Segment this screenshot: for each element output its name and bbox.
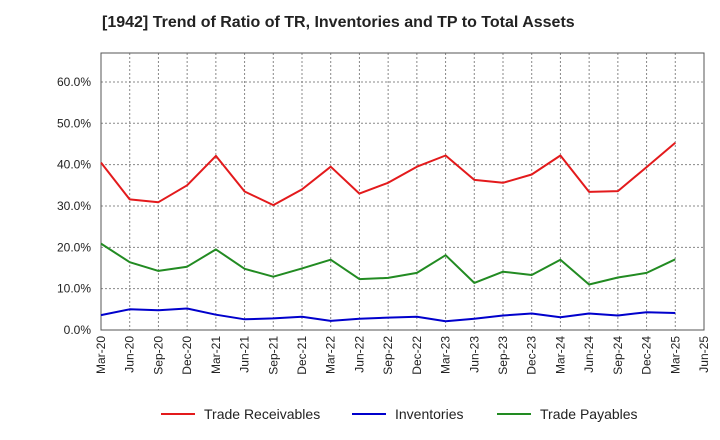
x-tick-label: Mar-24 [553,336,567,374]
legend-item-inventories: Inventories [352,406,463,422]
x-tick-label: Jun-20 [123,336,137,373]
x-tick-label: Sep-23 [496,336,510,375]
series-line-trade-receivables [100,141,676,207]
x-tick-label: Mar-22 [324,336,338,374]
x-tick-label: Mar-23 [439,336,453,374]
legend-label: Inventories [395,406,463,422]
legend-item-trade-payables: Trade Payables [497,406,638,422]
x-tick-label: Mar-20 [94,336,108,374]
y-axis: 0.0% 10.0% 20.0% 30.0% 40.0% 50.0% 60.0% [57,75,91,337]
x-tick-label: Dec-21 [295,336,309,375]
x-tick-label: Mar-25 [668,336,682,374]
x-tick-label: Dec-22 [410,336,424,375]
y-tick-label: 30.0% [57,199,91,213]
y-tick-label: 60.0% [57,75,91,89]
x-tick-label: Dec-20 [180,336,194,375]
x-tick-label: Sep-22 [381,336,395,375]
x-tick-label: Jun-21 [238,336,252,373]
legend-label: Trade Receivables [204,406,320,422]
x-tick-label: Dec-23 [525,336,539,375]
grid-lines [101,53,704,330]
legend-label: Trade Payables [540,406,638,422]
x-tick-label: Mar-21 [209,336,223,374]
series-line-inventories [100,307,676,323]
y-tick-label: 10.0% [57,282,91,296]
x-tick-label: Jun-24 [582,336,596,373]
x-tick-label: Sep-24 [611,336,625,375]
x-tick-label: Jun-22 [352,336,366,373]
legend: Trade Receivables Inventories Trade Payabl… [161,406,638,422]
x-tick-label: Sep-21 [266,336,280,375]
y-tick-label: 40.0% [57,158,91,172]
y-tick-label: 50.0% [57,116,91,130]
y-tick-label: 0.0% [64,323,92,337]
x-tick-label: Jun-23 [467,336,481,373]
x-tick-label: Sep-20 [151,336,165,375]
plot-frame [100,52,705,331]
x-tick-label: Jun-25 [697,336,711,373]
x-tick-label: Dec-24 [640,336,654,375]
x-axis: Mar-20 Jun-20 Sep-20 Dec-20 Mar-21 Jun-21 Sep-… [94,336,711,375]
chart-title: [1942] Trend of Ratio of TR, Inventories… [102,14,575,31]
series-layer [100,141,676,323]
series-line-trade-payables [100,242,676,286]
legend-item-trade-receivables: Trade Receivables [161,406,320,422]
y-tick-label: 20.0% [57,240,91,254]
